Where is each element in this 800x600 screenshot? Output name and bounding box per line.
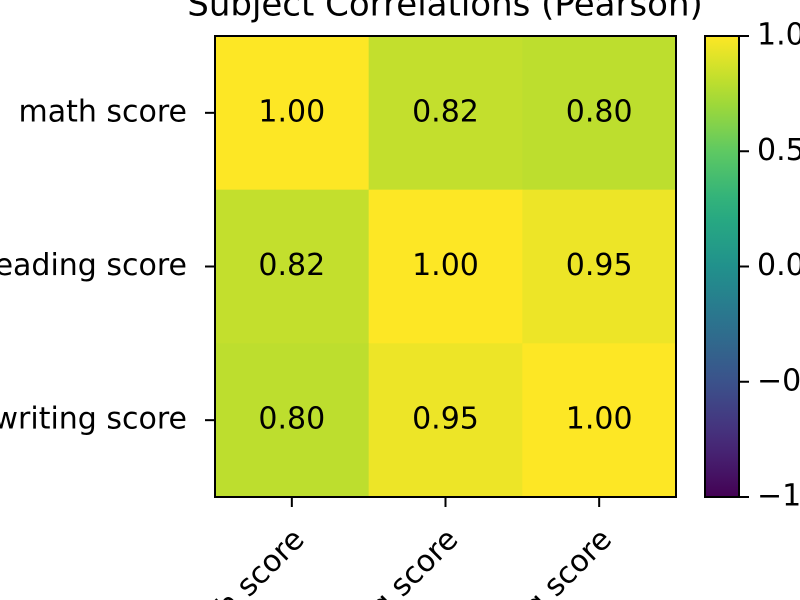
heatmap-cell xyxy=(215,189,370,344)
heatmap-cell xyxy=(368,343,523,498)
heatmap-cell xyxy=(522,36,677,191)
x-tick-label: math score xyxy=(168,522,312,600)
heatmap-cell xyxy=(215,343,370,498)
cell-label: 1.00 xyxy=(258,94,325,129)
heatmap-cell xyxy=(368,189,523,344)
heatmap-cell xyxy=(368,36,523,191)
heatmap-cell xyxy=(215,36,370,191)
colorbar-tick-label: −1.0 xyxy=(757,479,800,514)
y-tick-label: writing score xyxy=(0,402,187,437)
chart-title: Subject Correlations (Pearson) xyxy=(187,0,703,25)
colorbar-tick-label: 0.5 xyxy=(757,133,800,168)
x-tick-label: writing score xyxy=(457,522,619,600)
colorbar-tick-label: 0.0 xyxy=(757,248,800,283)
heatmap-cell xyxy=(522,343,677,498)
y-tick-label: reading score xyxy=(0,248,187,283)
cell-label: 0.80 xyxy=(258,402,325,437)
colorbar xyxy=(704,35,740,498)
x-tick-label: reading score xyxy=(296,522,465,600)
cell-label: 0.80 xyxy=(566,94,633,129)
cell-label: 1.00 xyxy=(412,248,479,283)
cell-label: 0.82 xyxy=(412,94,479,129)
colorbar-tick-label: −0.5 xyxy=(757,363,800,398)
cell-label: 0.95 xyxy=(412,402,479,437)
y-tick-label: math score xyxy=(18,94,187,129)
cell-label: 0.95 xyxy=(566,248,633,283)
cell-label: 0.82 xyxy=(258,248,325,283)
heatmap-cell xyxy=(522,189,677,344)
cell-label: 1.00 xyxy=(566,402,633,437)
colorbar-tick-label: 1.0 xyxy=(757,18,800,53)
